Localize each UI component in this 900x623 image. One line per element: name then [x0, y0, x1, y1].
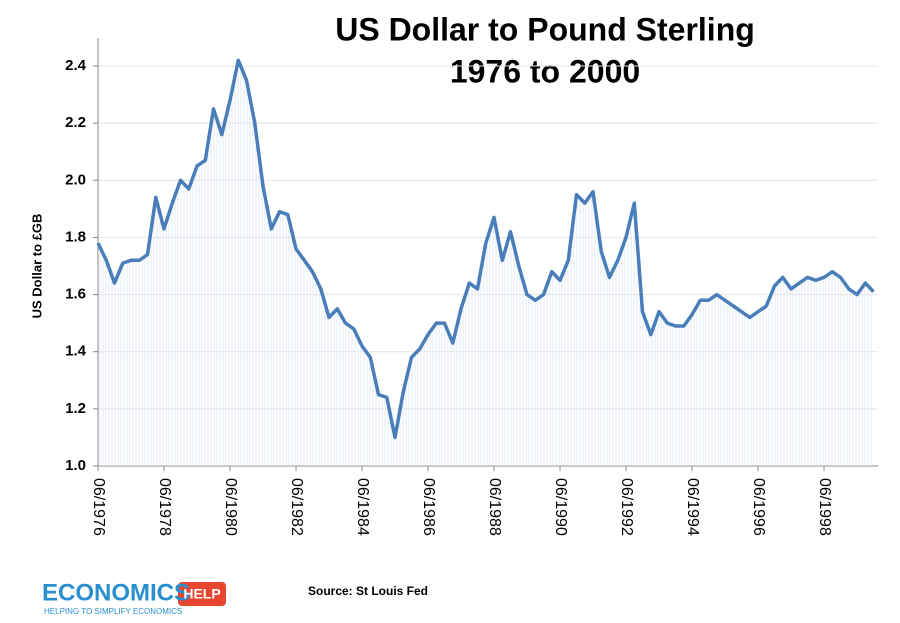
y-tick-label: 1.2 — [65, 400, 86, 417]
logo-help: HELP — [183, 586, 220, 602]
x-tick-label: 06/1996 — [750, 478, 767, 536]
y-tick-label: 2.2 — [65, 114, 86, 131]
logo-text: ECONOMICS — [42, 579, 190, 606]
y-tick-label: 1.4 — [65, 343, 87, 360]
line-series — [96, 58, 875, 440]
chart-subtitle: 1976 to 2000 — [450, 53, 640, 89]
x-tick-label: 06/1992 — [618, 478, 635, 536]
chart-title: US Dollar to Pound Sterling — [335, 11, 755, 47]
line-area — [98, 60, 874, 467]
x-tick-label: 06/1980 — [222, 478, 239, 536]
x-tick-label: 06/1990 — [552, 478, 569, 536]
x-tick-label: 06/1982 — [288, 478, 305, 536]
logo-tagline: HELPING TO SIMPLIFY ECONOMICS — [44, 607, 182, 616]
x-tick-label: 06/1976 — [90, 478, 107, 536]
y-tick-label: 1.6 — [65, 286, 86, 303]
x-tick-label: 06/1978 — [156, 478, 173, 536]
y-tick-label: 2.0 — [65, 171, 86, 188]
y-axis-label: US Dollar to £GB — [29, 214, 44, 319]
x-tick-label: 06/1984 — [354, 478, 371, 536]
x-tick-label: 06/1998 — [816, 478, 833, 536]
y-tick-label: 2.4 — [65, 57, 87, 74]
x-tick-label: 06/1986 — [420, 478, 437, 536]
y-tick-label: 1.8 — [65, 228, 86, 245]
x-tick-label: 06/1994 — [684, 478, 701, 536]
x-tick-label: 06/1988 — [486, 478, 503, 536]
source-note: Source: St Louis Fed — [308, 584, 428, 598]
logo: ECONOMICS HELP HELPING TO SIMPLIFY ECONO… — [42, 579, 226, 616]
y-tick-label: 1.0 — [65, 457, 86, 474]
logo-badge — [178, 582, 226, 606]
